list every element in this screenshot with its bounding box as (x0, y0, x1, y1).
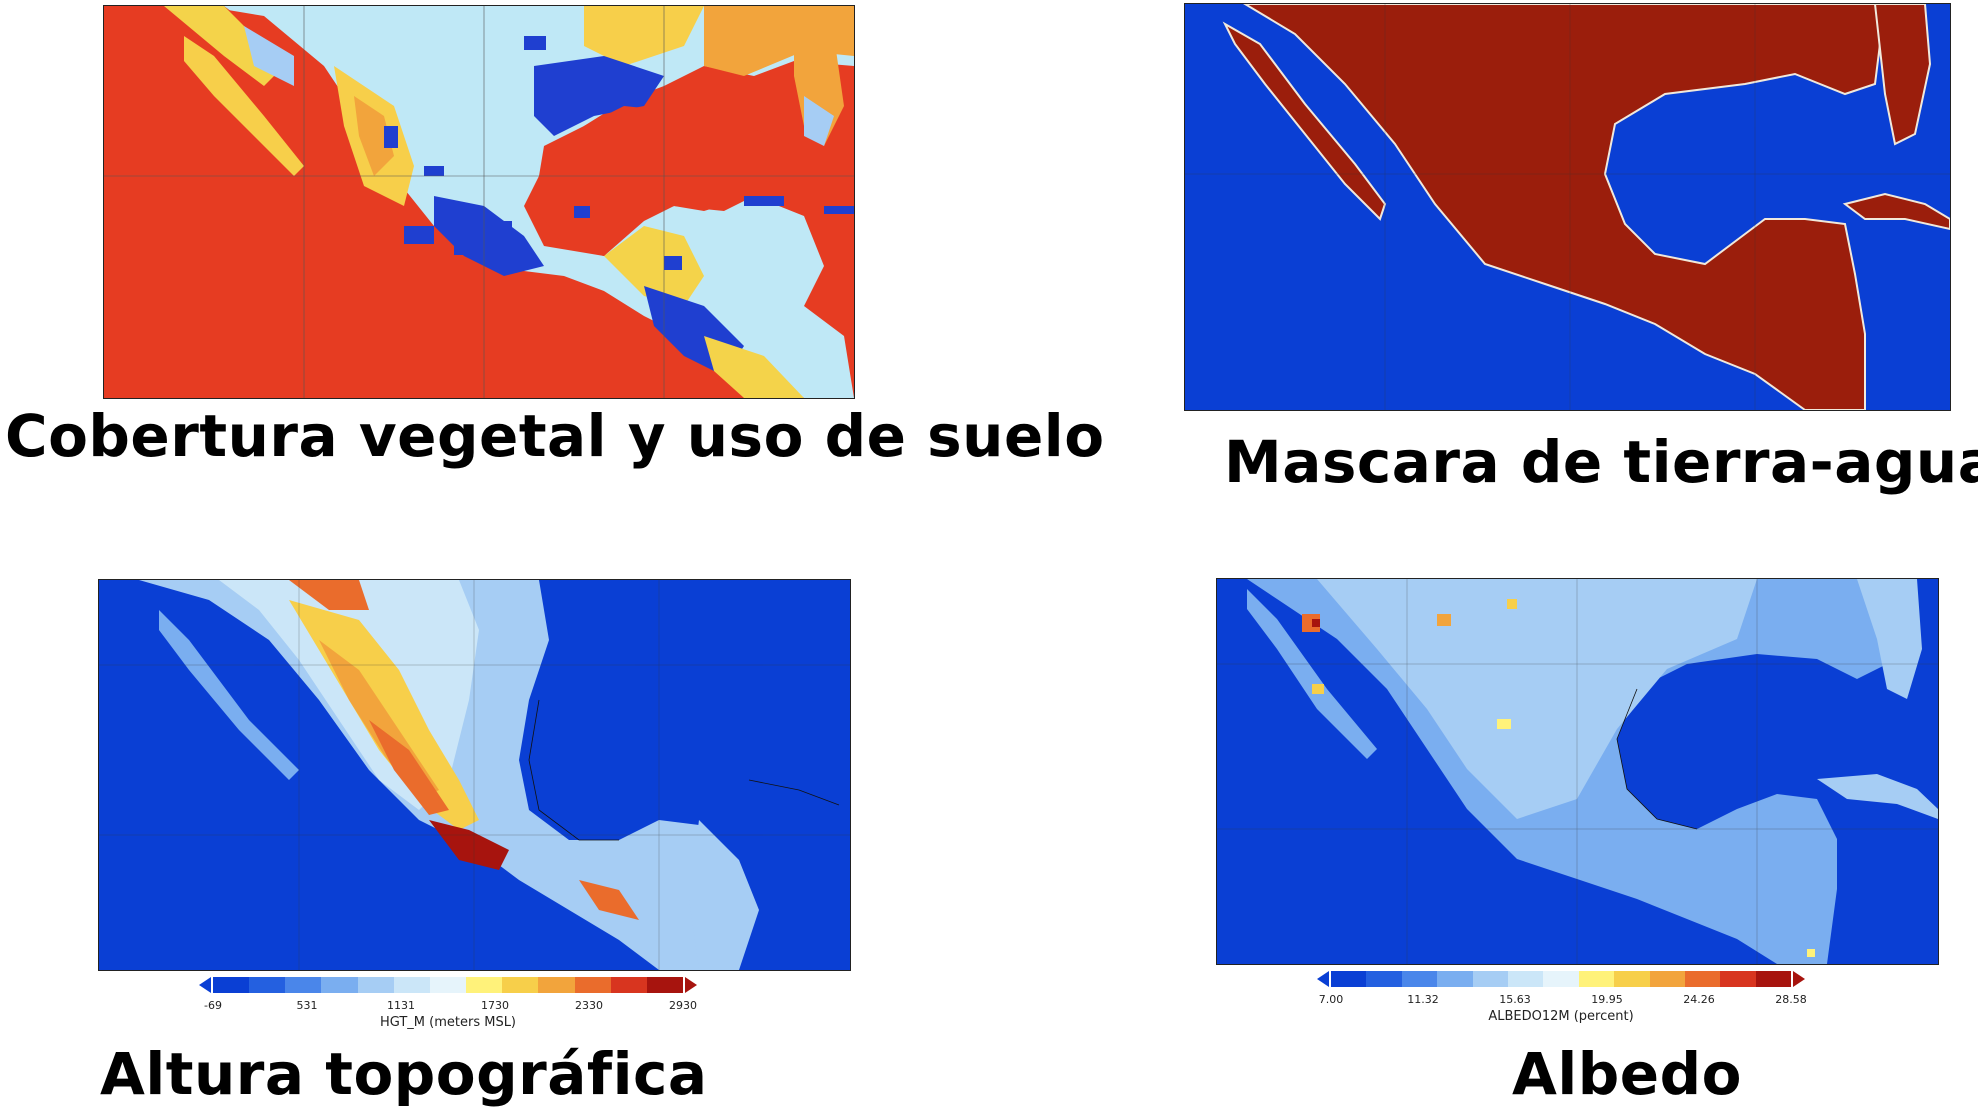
colorbar-swatches (213, 977, 684, 993)
topography-caption: Altura topográfica (100, 1040, 708, 1108)
land-use-map-image (103, 5, 855, 399)
colorbar-swatches (1331, 971, 1792, 987)
colorbar-tick: 11.32 (1407, 993, 1439, 1006)
colorbar-max-arrow (685, 977, 697, 993)
colorbar-tick: 7.00 (1318, 993, 1344, 1006)
albedo-colorbar: 7.00 11.32 15.63 19.95 24.26 28.58 ALBED… (1317, 971, 1807, 1027)
colorbar-tick: 2930 (669, 999, 697, 1012)
land-mask-map-image (1184, 3, 1951, 411)
colorbar-label: HGT_M (meters MSL) (379, 1015, 517, 1030)
topography-colorbar: -69 531 1131 1730 2330 2930 HGT_M (meter… (199, 977, 697, 1033)
colorbar-tick: 1730 (481, 999, 509, 1012)
colorbar-min-arrow (1317, 971, 1329, 987)
colorbar-tick: -69 (204, 999, 222, 1012)
topography-map-image (98, 579, 851, 971)
colorbar-tick: 24.26 (1683, 993, 1715, 1006)
land-use-caption: Cobertura vegetal y uso de suelo (5, 402, 1105, 470)
colorbar-tick: 28.58 (1775, 993, 1807, 1006)
colorbar-tick: 19.95 (1591, 993, 1623, 1006)
colorbar-max-arrow (1793, 971, 1805, 987)
albedo-map-image (1216, 578, 1939, 965)
albedo-caption: Albedo (1512, 1040, 1742, 1108)
land-mask-caption: Mascara de tierra-agua (1224, 428, 1978, 496)
colorbar-tick: 2330 (575, 999, 603, 1012)
colorbar-min-arrow (199, 977, 211, 993)
colorbar-tick: 531 (296, 999, 318, 1012)
colorbar-tick: 15.63 (1499, 993, 1531, 1006)
colorbar-label: ALBEDO12M (percent) (1488, 1009, 1634, 1024)
colorbar-tick: 1131 (387, 999, 415, 1012)
